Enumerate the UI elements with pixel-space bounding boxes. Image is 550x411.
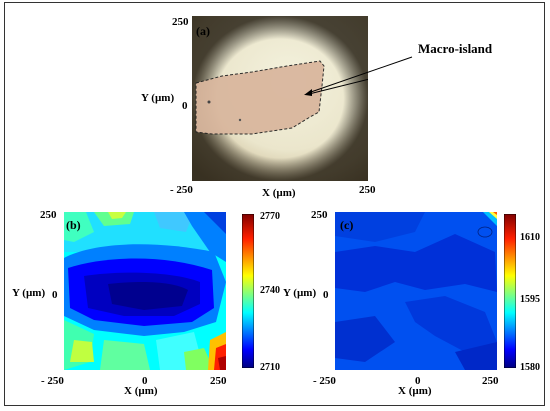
macro-island-region: [195, 60, 325, 135]
panel-b-colorbar-tick-mid: 2740: [260, 285, 280, 296]
panel-b-colorbar-tick-bottom: 2710: [260, 362, 280, 373]
panel-c-y-tick-mid: 0: [323, 289, 329, 301]
panel-c-x-label: X (µm): [398, 385, 432, 397]
panel-b-contour-map: [64, 212, 226, 370]
panel-a-x-label: X (µm): [262, 187, 296, 199]
panel-b-y-tick-top: 250: [40, 209, 57, 221]
panel-c-x-tick-right: 250: [482, 375, 499, 387]
panel-b-letter: (b): [66, 218, 81, 232]
micrograph-image: [192, 16, 368, 181]
panel-b-colorbar-tick-top: 2770: [260, 211, 280, 222]
panel-c-y-tick-top: 250: [311, 209, 328, 221]
panel-b-y-tick-mid: 0: [52, 289, 58, 301]
panel-a-y-label: Y (µm): [141, 92, 175, 104]
panel-c-colorbar-tick-bottom: 1580: [520, 362, 540, 373]
panel-b-x-label: X (µm): [124, 385, 158, 397]
panel-a-letter: (a): [196, 24, 210, 38]
panel-c-contour-map: [335, 212, 497, 370]
annotation-arrow: [308, 78, 368, 95]
panel-a-x-tick-right: 250: [359, 184, 376, 196]
panel-c-colorbar-tick-top: 1610: [520, 232, 540, 243]
panel-c-letter: (c): [340, 218, 354, 232]
panel-c-x-tick-mid: 0: [415, 375, 421, 387]
panel-c-x-tick-left: - 250: [313, 375, 336, 387]
panel-c-colorbar: [504, 214, 516, 368]
panel-b-x-tick-left: - 250: [41, 375, 64, 387]
panel-c-y-label: Y (µm): [283, 287, 317, 299]
panel-b-x-tick-right: 250: [210, 375, 227, 387]
annotation-pointer: [304, 56, 413, 95]
macro-island-label: Macro-island: [418, 41, 493, 56]
panel-a-y-tick-top: 250: [172, 16, 189, 28]
panel-b-x-tick-mid: 0: [142, 375, 148, 387]
panel-b-colorbar: [242, 214, 254, 368]
panel-a-x-tick-left: - 250: [170, 184, 193, 196]
panel-a-y-tick-mid: 0: [182, 100, 188, 112]
panel-c-colorbar-tick-mid: 1595: [520, 294, 540, 305]
figure-frame: [4, 2, 545, 406]
panel-b-y-label: Y (µm): [12, 287, 46, 299]
